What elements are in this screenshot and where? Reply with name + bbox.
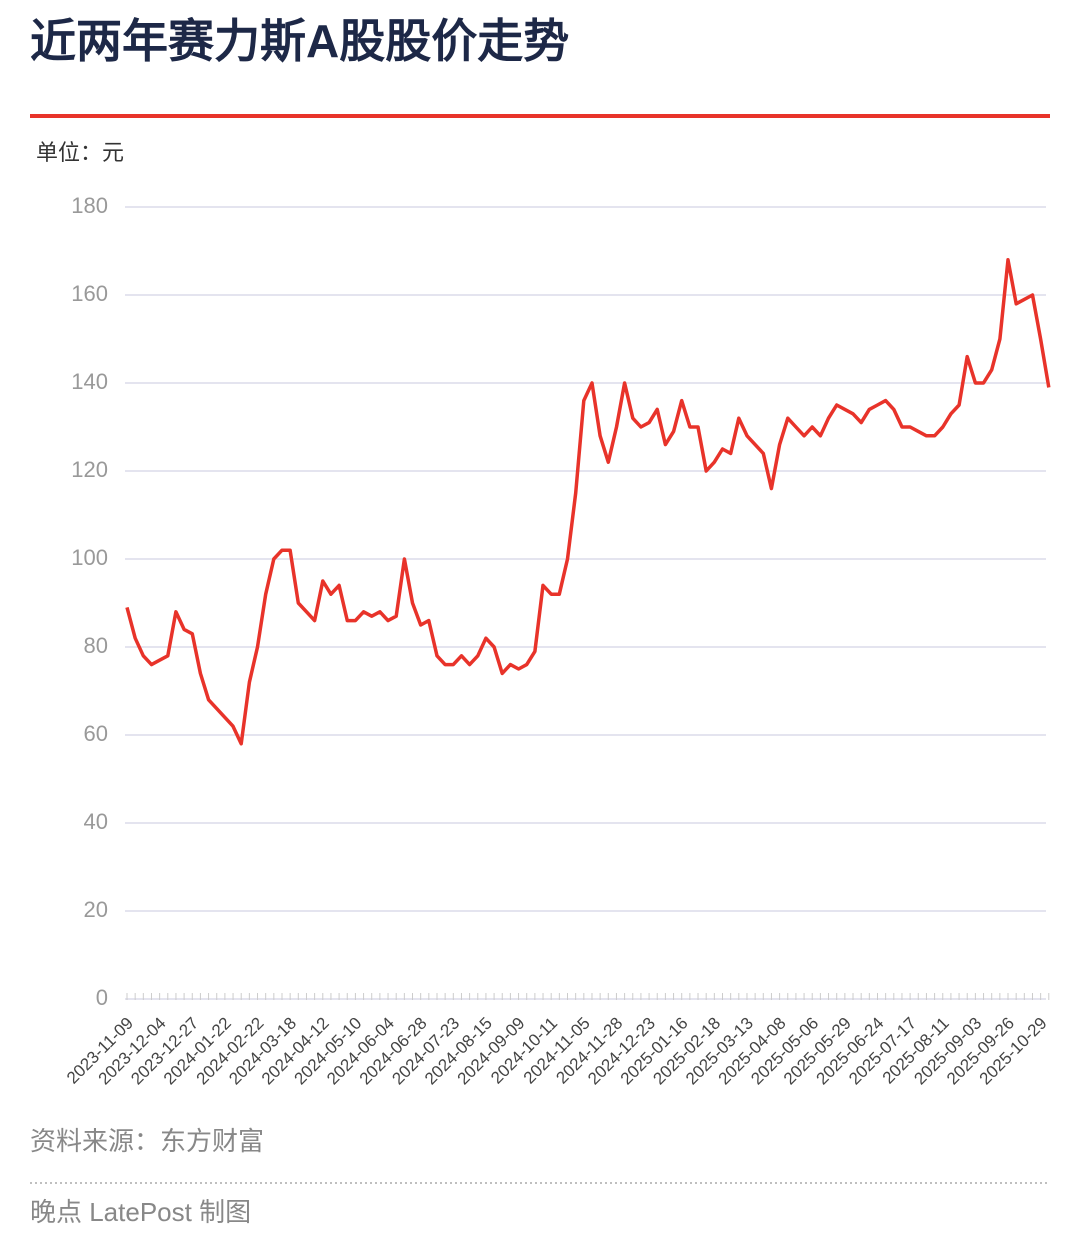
unit-label: 单位：元 bbox=[36, 140, 124, 165]
y-tick-label: 20 bbox=[84, 897, 108, 922]
y-tick-label: 100 bbox=[71, 545, 108, 570]
y-tick-label: 160 bbox=[71, 281, 108, 306]
credit: 晚点 LatePost 制图 bbox=[30, 1197, 251, 1227]
y-tick-label: 140 bbox=[71, 369, 108, 394]
source: 资料来源：东方财富 bbox=[30, 1126, 264, 1156]
y-tick-label: 40 bbox=[84, 809, 108, 834]
y-tick-label: 120 bbox=[71, 457, 108, 482]
y-tick-label: 80 bbox=[84, 633, 108, 658]
y-tick-label: 0 bbox=[96, 985, 108, 1010]
chart-title: 近两年赛力斯A股股价走势 bbox=[30, 15, 569, 67]
y-tick-label: 60 bbox=[84, 721, 108, 746]
y-tick-label: 180 bbox=[71, 193, 108, 218]
price-line bbox=[125, 258, 1051, 746]
